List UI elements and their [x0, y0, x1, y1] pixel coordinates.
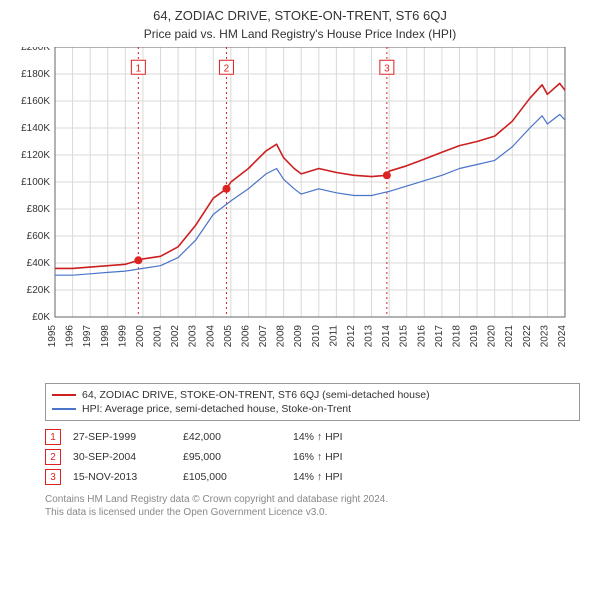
event-delta: 16% ↑ HPI: [293, 451, 373, 463]
svg-text:2010: 2010: [311, 325, 322, 348]
svg-text:1996: 1996: [65, 325, 76, 348]
legend-item-price-paid: 64, ZODIAC DRIVE, STOKE-ON-TRENT, ST6 6Q…: [52, 388, 573, 402]
event-marker-icon: 3: [45, 469, 61, 485]
event-date: 15-NOV-2013: [73, 471, 183, 483]
svg-text:2016: 2016: [416, 325, 427, 348]
svg-text:2008: 2008: [276, 325, 287, 348]
event-date: 27-SEP-1999: [73, 431, 183, 443]
svg-text:3: 3: [384, 63, 390, 74]
event-date: 30-SEP-2004: [73, 451, 183, 463]
svg-text:2011: 2011: [328, 325, 339, 347]
svg-text:£80K: £80K: [27, 204, 51, 215]
svg-text:1999: 1999: [117, 325, 128, 348]
svg-text:2021: 2021: [504, 325, 515, 348]
svg-text:2020: 2020: [487, 325, 498, 348]
svg-text:2018: 2018: [451, 325, 462, 348]
svg-text:2: 2: [224, 63, 230, 74]
svg-text:2007: 2007: [258, 325, 269, 348]
svg-text:2019: 2019: [469, 325, 480, 348]
svg-text:2009: 2009: [293, 325, 304, 348]
attribution-line: Contains HM Land Registry data © Crown c…: [45, 493, 580, 506]
attribution-line: This data is licensed under the Open Gov…: [45, 506, 580, 519]
svg-text:£180K: £180K: [21, 69, 50, 80]
svg-text:1: 1: [136, 63, 142, 74]
price-chart: £0K £20K £40K £60K £80K £100K £120K £140K £160K £…: [10, 47, 570, 377]
event-row: 1 27-SEP-1999 £42,000 14% ↑ HPI: [45, 427, 580, 447]
svg-text:2022: 2022: [522, 325, 533, 348]
svg-text:1995: 1995: [47, 325, 58, 348]
event-row: 3 15-NOV-2013 £105,000 14% ↑ HPI: [45, 467, 580, 487]
svg-text:2003: 2003: [188, 325, 199, 348]
svg-text:2012: 2012: [346, 325, 357, 348]
svg-text:2004: 2004: [205, 325, 216, 348]
svg-text:2024: 2024: [557, 325, 568, 348]
page-title: 64, ZODIAC DRIVE, STOKE-ON-TRENT, ST6 6Q…: [0, 0, 600, 23]
svg-text:2015: 2015: [399, 325, 410, 348]
svg-text:£40K: £40K: [27, 258, 51, 269]
svg-text:£200K: £200K: [21, 47, 50, 53]
svg-text:1998: 1998: [100, 325, 111, 348]
svg-text:2013: 2013: [364, 325, 375, 348]
svg-text:£60K: £60K: [27, 231, 51, 242]
legend: 64, ZODIAC DRIVE, STOKE-ON-TRENT, ST6 6Q…: [45, 383, 580, 421]
event-price: £95,000: [183, 451, 293, 463]
svg-text:£120K: £120K: [21, 150, 50, 161]
svg-text:2017: 2017: [434, 325, 445, 348]
page-subtitle: Price paid vs. HM Land Registry's House …: [0, 23, 600, 47]
event-delta: 14% ↑ HPI: [293, 431, 373, 443]
attribution: Contains HM Land Registry data © Crown c…: [45, 493, 580, 519]
svg-text:£140K: £140K: [21, 123, 50, 134]
legend-item-hpi: HPI: Average price, semi-detached house,…: [52, 402, 573, 416]
svg-text:£100K: £100K: [21, 177, 50, 188]
svg-text:2014: 2014: [381, 325, 392, 348]
legend-swatch-icon: [52, 408, 76, 410]
event-price: £42,000: [183, 431, 293, 443]
event-row: 2 30-SEP-2004 £95,000 16% ↑ HPI: [45, 447, 580, 467]
event-delta: 14% ↑ HPI: [293, 471, 373, 483]
svg-text:£20K: £20K: [27, 285, 51, 296]
event-table: 1 27-SEP-1999 £42,000 14% ↑ HPI 2 30-SEP…: [45, 427, 580, 487]
event-marker-icon: 2: [45, 449, 61, 465]
legend-label: 64, ZODIAC DRIVE, STOKE-ON-TRENT, ST6 6Q…: [82, 389, 430, 401]
svg-text:2000: 2000: [135, 325, 146, 348]
svg-text:2006: 2006: [240, 325, 251, 348]
svg-text:£0K: £0K: [32, 312, 50, 323]
svg-text:2002: 2002: [170, 325, 181, 348]
event-price: £105,000: [183, 471, 293, 483]
legend-swatch-icon: [52, 394, 76, 396]
svg-text:1997: 1997: [82, 325, 93, 348]
svg-text:2001: 2001: [153, 325, 164, 348]
event-marker-icon: 1: [45, 429, 61, 445]
svg-text:£160K: £160K: [21, 96, 50, 107]
svg-text:2023: 2023: [539, 325, 550, 348]
legend-label: HPI: Average price, semi-detached house,…: [82, 403, 351, 415]
svg-text:2005: 2005: [223, 325, 234, 348]
